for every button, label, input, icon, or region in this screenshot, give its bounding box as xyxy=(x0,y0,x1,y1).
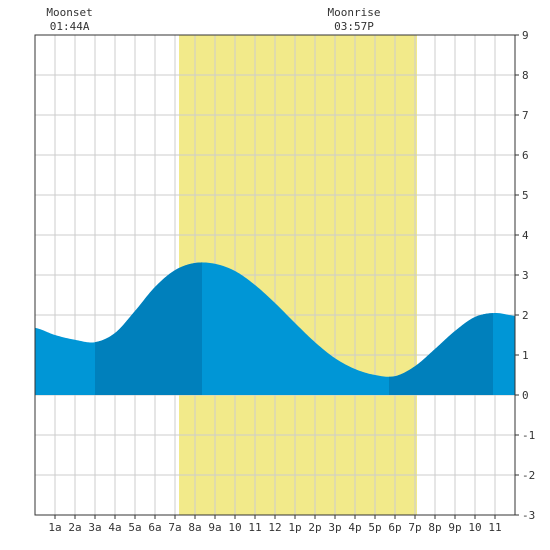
x-tick-label: 8p xyxy=(428,521,441,534)
x-tick-label: 7p xyxy=(408,521,421,534)
x-tick-label: 9a xyxy=(208,521,221,534)
x-tick-label: 1a xyxy=(48,521,61,534)
y-tick-label: 6 xyxy=(522,149,529,162)
y-tick-label: 9 xyxy=(522,29,529,42)
x-tick-label: 6p xyxy=(388,521,401,534)
x-tick-label: 2a xyxy=(68,521,81,534)
y-tick-label: 2 xyxy=(522,309,529,322)
x-tick-label: 3a xyxy=(88,521,101,534)
y-tick-label: -3 xyxy=(522,509,535,522)
tide-area-rising xyxy=(95,262,202,395)
y-tick-label: -1 xyxy=(522,429,535,442)
y-tick-label: 5 xyxy=(522,189,529,202)
x-tick-label: 12 xyxy=(268,521,281,534)
x-tick-label: 11 xyxy=(248,521,261,534)
x-tick-label: 7a xyxy=(168,521,181,534)
tide-area-layer xyxy=(35,262,515,395)
moon-event-label: Moonset xyxy=(46,6,92,19)
x-tick-label: 6a xyxy=(148,521,161,534)
y-tick-label: 4 xyxy=(522,229,529,242)
moon-event-label: Moonrise xyxy=(328,6,381,19)
x-tick-label: 3p xyxy=(328,521,341,534)
x-tick-label: 4a xyxy=(108,521,121,534)
moon-event-time: 01:44A xyxy=(50,20,90,33)
axes xyxy=(34,34,519,519)
x-tick-label: 2p xyxy=(308,521,321,534)
x-tick-label: 10 xyxy=(468,521,481,534)
y-tick-label: 8 xyxy=(522,69,529,82)
y-tick-label: 7 xyxy=(522,109,529,122)
x-tick-label: 5a xyxy=(128,521,141,534)
moon-event-time: 03:57P xyxy=(334,20,374,33)
tide-area-rising xyxy=(389,313,493,395)
x-tick-label: 9p xyxy=(448,521,461,534)
y-tick-label: -2 xyxy=(522,469,535,482)
x-tick-label: 8a xyxy=(188,521,201,534)
x-tick-label: 5p xyxy=(368,521,381,534)
y-tick-label: 0 xyxy=(522,389,529,402)
y-tick-label: 1 xyxy=(522,349,529,362)
y-tick-label: 3 xyxy=(522,269,529,282)
x-tick-label: 10 xyxy=(228,521,241,534)
x-tick-label: 4p xyxy=(348,521,361,534)
x-tick-label: 1p xyxy=(288,521,301,534)
x-tick-label: 11 xyxy=(488,521,501,534)
